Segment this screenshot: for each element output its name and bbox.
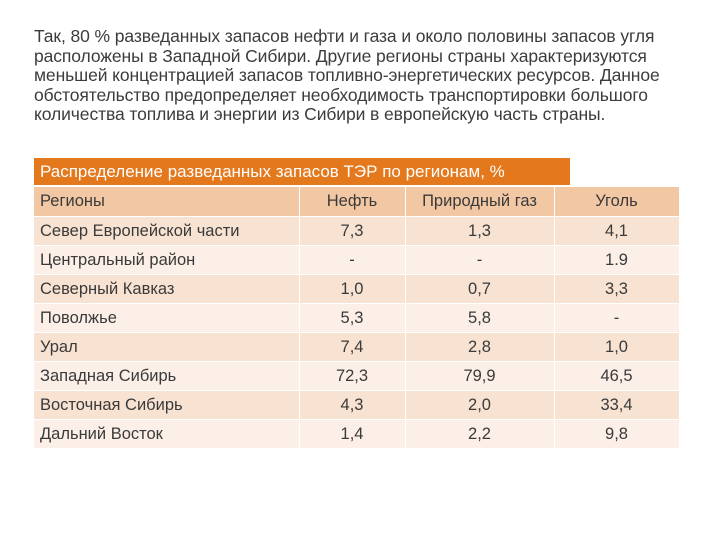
table-row: Восточная Сибирь 4,3 2,0 33,4 <box>34 390 680 420</box>
table-row: Север Европейской части 7,3 1,3 4,1 <box>34 216 680 246</box>
oil-cell: 7,4 <box>299 332 406 362</box>
region-cell: Западная Сибирь <box>34 361 300 391</box>
oil-cell: 4,3 <box>299 390 406 420</box>
intro-line: обстоятельство предопределяет необходимо… <box>34 84 648 105</box>
oil-cell: 72,3 <box>299 361 406 391</box>
header-region: Регионы <box>34 187 300 217</box>
coal-cell: 46,5 <box>554 361 680 391</box>
coal-cell: 4,1 <box>554 216 680 246</box>
intro-line: расположены в Западной Сибири. Другие ре… <box>34 45 647 66</box>
oil-cell: 1,4 <box>299 419 406 449</box>
coal-cell: 33,4 <box>554 390 680 420</box>
table-row: Северный Кавказ 1,0 0,7 3,3 <box>34 274 680 304</box>
reserves-table-block: Распределение разведанных запасов ТЭР по… <box>34 158 680 449</box>
table-caption: Распределение разведанных запасов ТЭР по… <box>34 158 570 187</box>
table-row: Поволжье 5,3 5,8 - <box>34 303 680 333</box>
table-row: Урал 7,4 2,8 1,0 <box>34 332 680 362</box>
gas-cell: 79,9 <box>405 361 555 391</box>
oil-cell: 5,3 <box>299 303 406 333</box>
table-row: Дальний Восток 1,4 2,2 9,8 <box>34 419 680 449</box>
header-gas: Природный газ <box>405 187 555 217</box>
gas-cell: 1,3 <box>405 216 555 246</box>
region-cell: Север Европейской части <box>34 216 300 246</box>
region-cell: Урал <box>34 332 300 362</box>
region-cell: Дальний Восток <box>34 419 300 449</box>
header-oil: Нефть <box>299 187 406 217</box>
reserves-table: Регионы Нефть Природный газ Уголь Север … <box>34 187 680 449</box>
coal-cell: 9,8 <box>554 419 680 449</box>
coal-cell: - <box>554 303 680 333</box>
intro-line: количества топлива и энергии из Сибири в… <box>34 104 606 125</box>
gas-cell: 2,0 <box>405 390 555 420</box>
intro-line: меньшей концентрацией запасов топливно-э… <box>34 65 660 86</box>
gas-cell: 2,8 <box>405 332 555 362</box>
gas-cell: - <box>405 245 555 275</box>
header-coal: Уголь <box>554 187 680 217</box>
oil-cell: - <box>299 245 406 275</box>
gas-cell: 2,2 <box>405 419 555 449</box>
intro-paragraph: Так, 80 % разведанных запасов нефти и га… <box>34 26 694 125</box>
region-cell: Центральный район <box>34 245 300 275</box>
coal-cell: 1,0 <box>554 332 680 362</box>
coal-cell: 3,3 <box>554 274 680 304</box>
region-cell: Северный Кавказ <box>34 274 300 304</box>
table-row: Центральный район - - 1.9 <box>34 245 680 275</box>
oil-cell: 7,3 <box>299 216 406 246</box>
oil-cell: 1,0 <box>299 274 406 304</box>
intro-line: Так, 80 % разведанных запасов нефти и га… <box>34 26 655 46</box>
table-row: Западная Сибирь 72,3 79,9 46,5 <box>34 361 680 391</box>
gas-cell: 0,7 <box>405 274 555 304</box>
table-header-row: Регионы Нефть Природный газ Уголь <box>34 187 680 217</box>
region-cell: Поволжье <box>34 303 300 333</box>
gas-cell: 5,8 <box>405 303 555 333</box>
coal-cell: 1.9 <box>554 245 680 275</box>
region-cell: Восточная Сибирь <box>34 390 300 420</box>
